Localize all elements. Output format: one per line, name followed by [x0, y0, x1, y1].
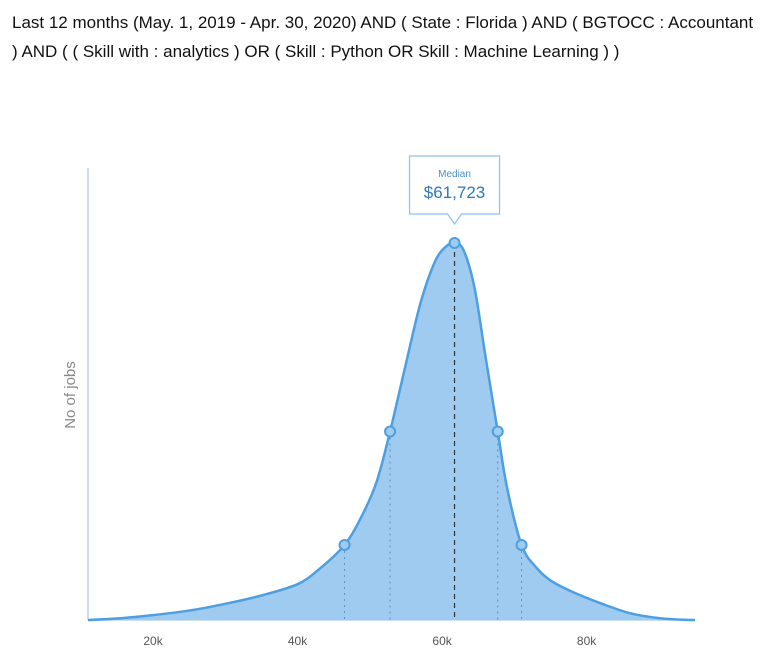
median-marker[interactable] [448, 237, 461, 249]
median-label: Median [438, 169, 471, 180]
x-tick-label: 20k [143, 634, 163, 648]
median-value: $61,723 [424, 183, 485, 202]
percentile-marker[interactable] [515, 538, 528, 551]
percentile-marker[interactable] [384, 425, 397, 438]
x-tick-group: 20k 40k 60k 80k [143, 634, 597, 648]
percentile-markers [338, 237, 528, 551]
y-axis-label: No of jobs [62, 361, 79, 429]
distribution-line [87, 241, 696, 622]
percentile-marker[interactable] [338, 538, 351, 551]
x-tick-label: 80k [577, 634, 597, 648]
median-callout-box [408, 155, 501, 226]
x-tick-label: 60k [432, 634, 452, 648]
percentile-marker[interactable] [491, 425, 504, 438]
x-tick-label: 40k [288, 634, 308, 648]
percentile-guides [344, 243, 523, 620]
median-callout: Median $61,723 [408, 155, 501, 226]
query-text: Last 12 months (May. 1, 2019 - Apr. 30, … [12, 13, 754, 61]
